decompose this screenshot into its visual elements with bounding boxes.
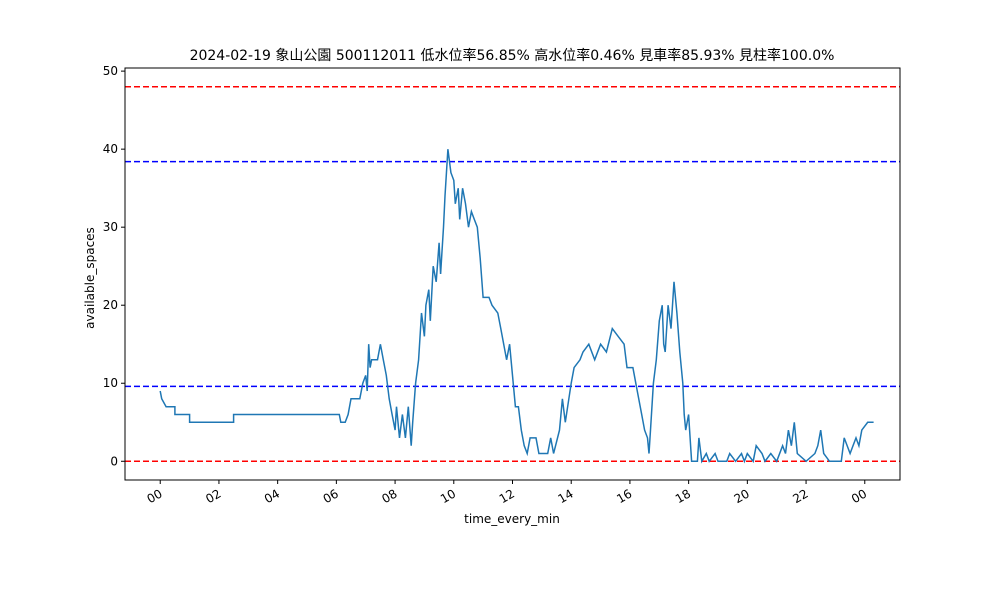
x-tick-label: 16 <box>614 486 634 506</box>
data-line <box>159 149 874 464</box>
x-tick-label: 14 <box>555 486 575 506</box>
y-tick-label: 20 <box>103 298 118 312</box>
plot-frame <box>124 67 901 481</box>
x-tick-label: 02 <box>203 486 223 506</box>
x-tick-label: 00 <box>144 486 164 506</box>
x-tick-label: 18 <box>673 486 693 506</box>
y-tick-label: 50 <box>103 64 118 78</box>
y-tick-label: 10 <box>103 376 118 390</box>
x-axis-label: time_every_min <box>464 512 560 526</box>
y-axis-label: available_spaces <box>83 227 97 329</box>
x-tick-label: 08 <box>379 486 399 506</box>
y-tick-label: 40 <box>103 142 118 156</box>
x-tick-label: 20 <box>732 486 752 506</box>
x-tick-label: 12 <box>497 486 517 506</box>
x-tick-label: 10 <box>438 486 458 506</box>
y-tick-label: 0 <box>110 454 118 468</box>
x-tick-label: 22 <box>790 486 810 506</box>
chart-title: 2024-02-19 象山公園 500112011 低水位率56.85% 高水位… <box>190 47 835 64</box>
x-tick-label: 04 <box>262 486 282 506</box>
x-tick-label: 00 <box>849 486 869 506</box>
x-tick-label: 06 <box>321 486 341 506</box>
y-tick-label: 30 <box>103 220 118 234</box>
